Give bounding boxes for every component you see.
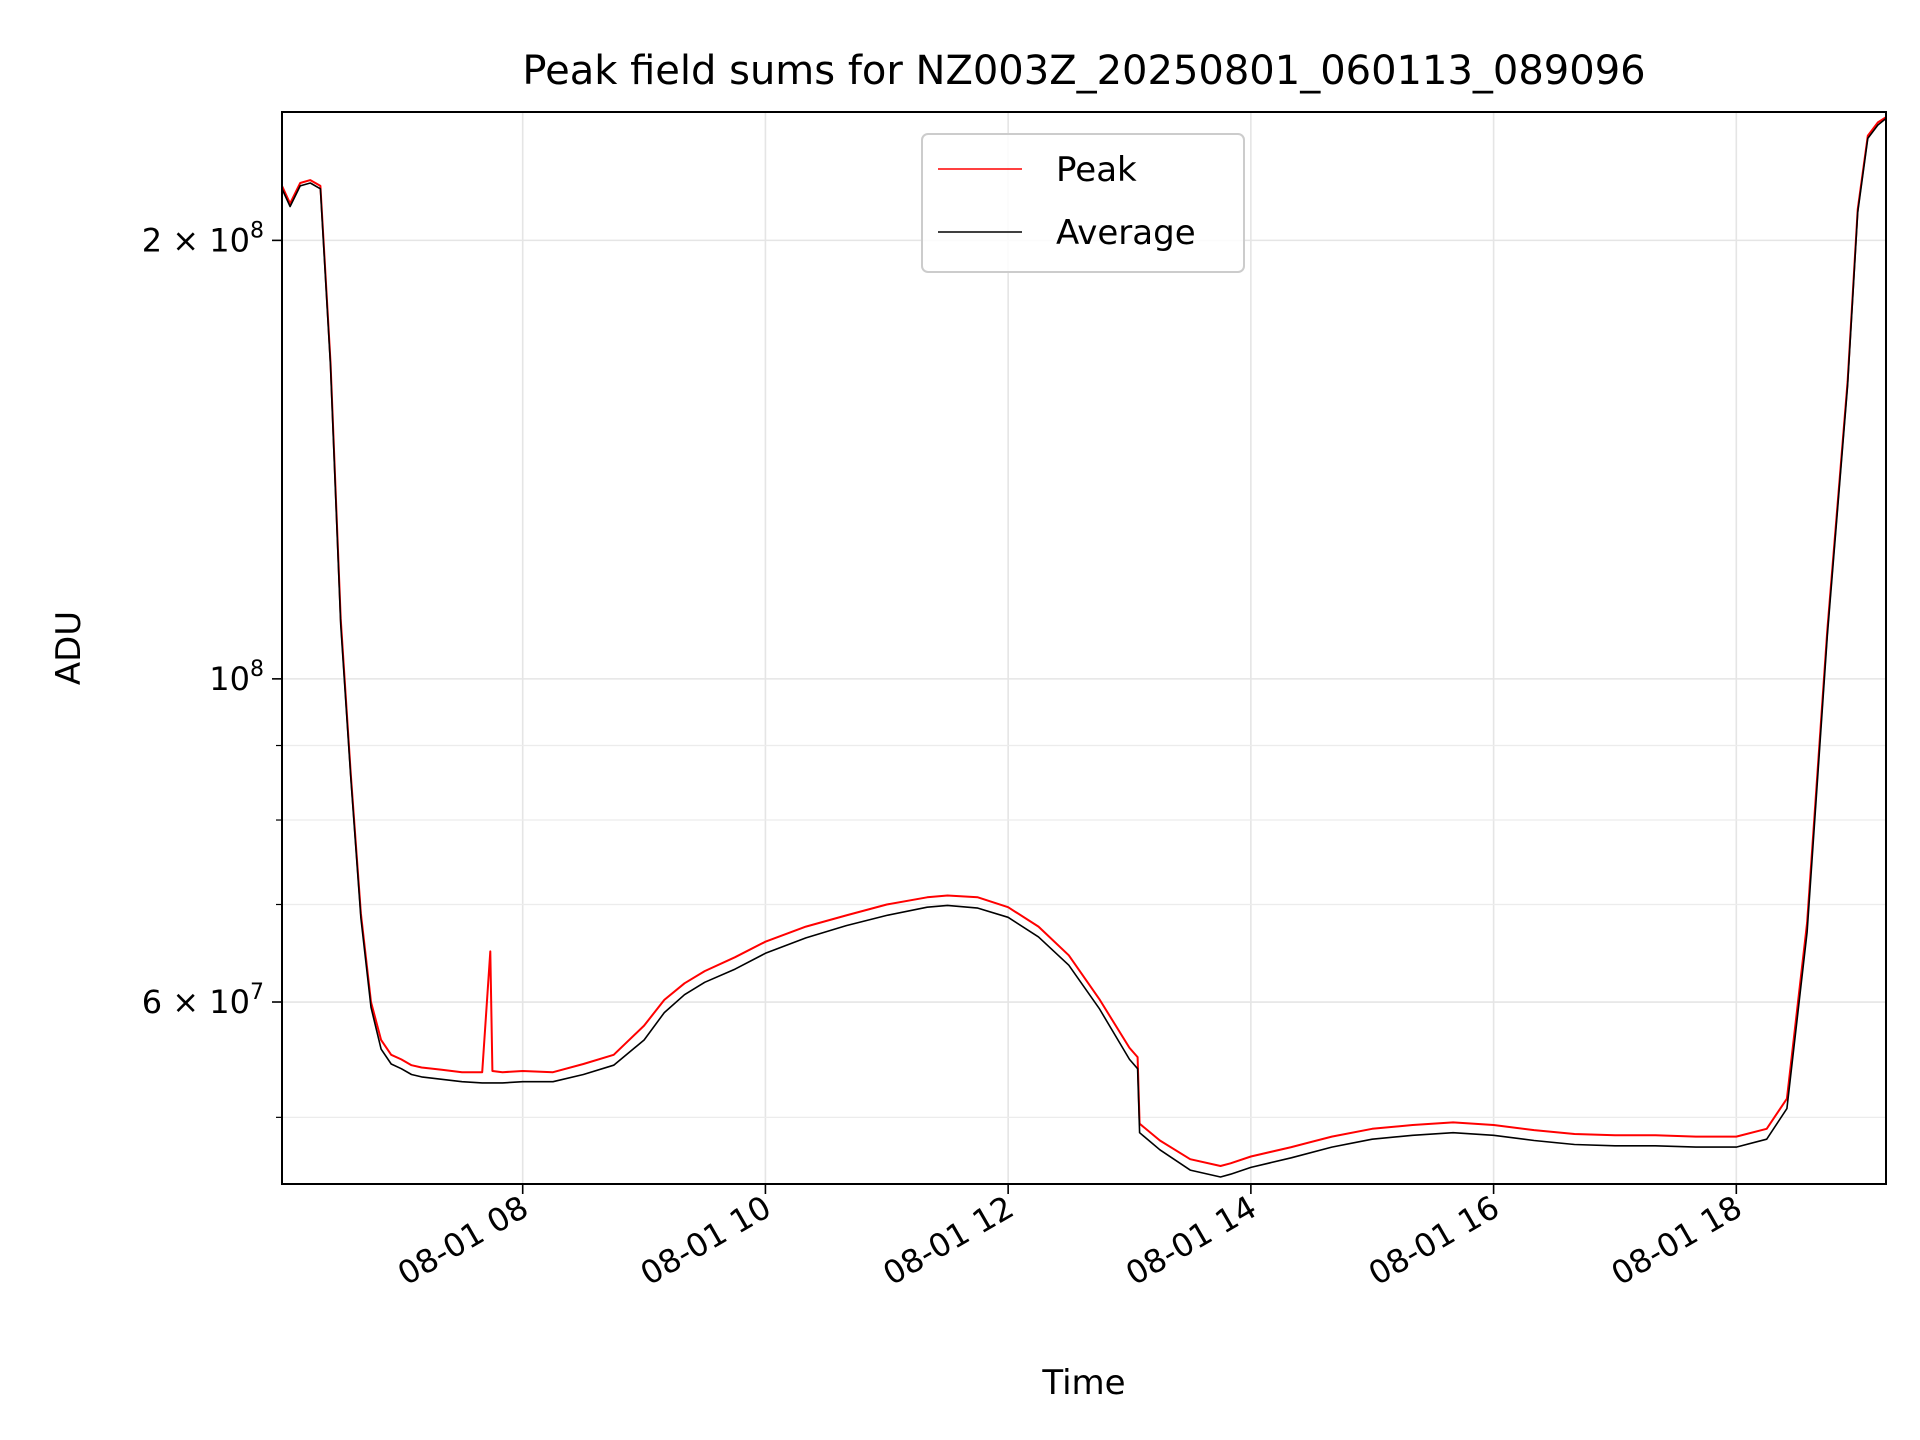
series-line-peak	[282, 116, 1886, 1167]
legend-label-peak: Peak	[1056, 150, 1137, 190]
y-tick-label: 108	[209, 657, 264, 698]
grid	[282, 112, 1886, 1184]
plot-frame	[281, 111, 1887, 1185]
legend-label-average: Average	[1056, 213, 1196, 253]
y-tick-label-base: 6 × 10	[142, 983, 250, 1021]
y-tick-label: 2 × 108	[142, 218, 264, 259]
series-layer	[282, 116, 1886, 1178]
y-tick-label-base: 2 × 10	[142, 221, 250, 259]
y-tick-label-exponent: 7	[250, 980, 264, 1005]
series-line-average	[282, 117, 1886, 1178]
y-tick-label-exponent: 8	[250, 218, 264, 243]
legend: Peak Average	[921, 133, 1245, 273]
y-axis-label: ADU	[49, 611, 89, 685]
x-axis-label: Time	[1041, 1363, 1125, 1403]
chart-title: Peak field sums for NZ003Z_20250801_0601…	[522, 48, 1645, 94]
y-tick-label-exponent: 8	[250, 657, 264, 682]
y-tick-label-base: 10	[209, 660, 250, 698]
y-tick-label: 6 × 107	[142, 980, 264, 1021]
